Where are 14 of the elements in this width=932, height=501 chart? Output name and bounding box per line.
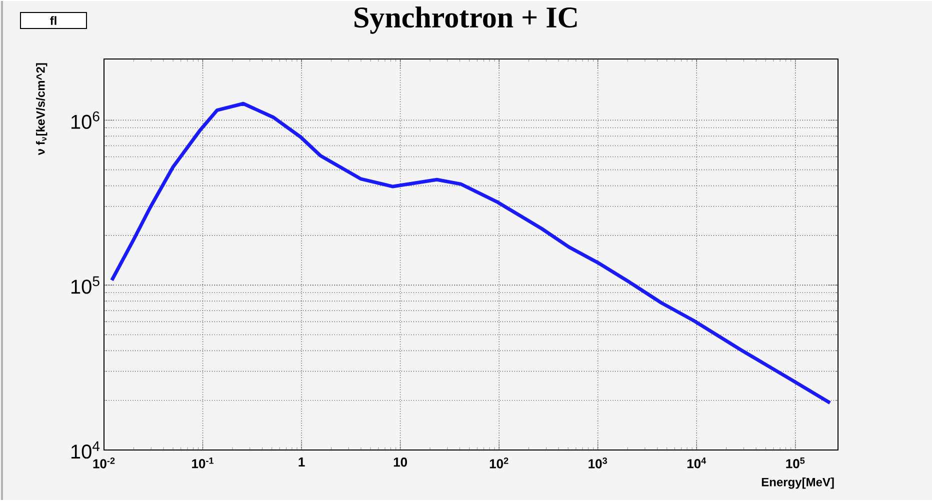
x-tick-label: 10$^{2}$ [490,458,508,468]
x-tick-label: 10$^{5}$ [786,458,805,468]
y-tick-label: 10$^{5}$ [71,276,100,294]
x-tick-label: 10$^{3}$ [588,458,608,468]
chart-title: Synchrotron + IC [354,6,577,34]
text: fl [50,16,56,25]
x-axis-title: Energy[MeV] [762,478,834,489]
y-tick-label: 10$^{6}$ [71,111,100,129]
x-tick-label: 10 [394,458,408,467]
x-tick-label: 10$^{-2}$ [93,458,115,468]
x-tick-label: 1 [298,458,305,466]
y-axis-title: ν f$_{ν}$[keV/s/cm^2] [36,63,48,156]
x-tick-label: 10$^{-1}$ [192,458,214,468]
x-tick-label: 10$^{4}$ [687,458,706,468]
